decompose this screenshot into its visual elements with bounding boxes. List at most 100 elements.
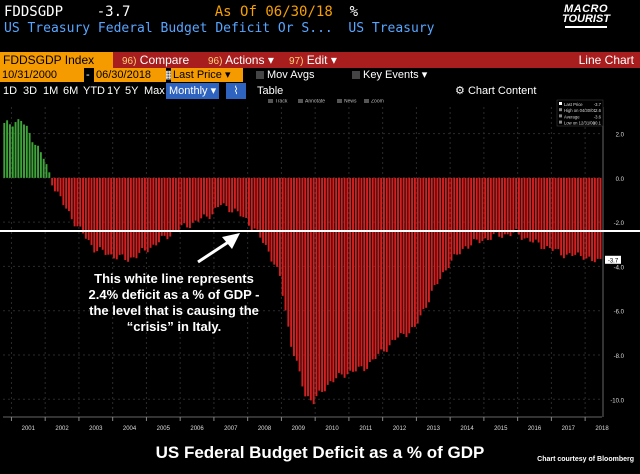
deficit-bar (96, 177, 99, 252)
stats-label: Average (564, 114, 580, 119)
key-events-checkbox[interactable] (352, 71, 360, 79)
edit-label: Edit (306, 53, 328, 67)
edit-button[interactable]: 97) Edit ▾ (289, 53, 337, 67)
deficit-bar (104, 177, 107, 255)
mini-legend-icon[interactable] (298, 99, 303, 103)
deficit-bar (141, 177, 144, 249)
x-tick-label: 2014 (460, 426, 474, 432)
deficit-bar (481, 177, 484, 241)
deficit-bar (115, 177, 118, 260)
calendar-icon[interactable]: ▦ (165, 68, 175, 82)
unit-label: % (349, 4, 359, 20)
deficit-bar (14, 122, 17, 178)
deficit-bar (132, 177, 135, 258)
table-button[interactable]: Table (257, 85, 284, 97)
mini-legend-label[interactable]: News (344, 99, 357, 105)
deficit-bar (278, 177, 281, 276)
mini-legend-label[interactable]: Track (275, 99, 288, 105)
deficit-bar (329, 177, 332, 382)
deficit-bar (352, 177, 354, 372)
y-tick-label: -4.0 (614, 265, 625, 271)
deficit-bar (245, 177, 248, 218)
security-input[interactable]: FDDSGDP Index (0, 52, 113, 68)
deficit-bar (287, 177, 290, 327)
deficit-bar (98, 177, 101, 248)
deficit-bar (467, 177, 470, 249)
deficit-bar (447, 177, 450, 268)
start-date-input[interactable]: 10/31/2000 (0, 68, 84, 82)
deficit-bar (377, 177, 380, 354)
period-ytd[interactable]: YTD (83, 85, 105, 97)
period-6m[interactable]: 6M (63, 85, 79, 97)
chart-content-label: Chart Content (467, 85, 537, 97)
deficit-bar (354, 177, 357, 372)
key-events-toggle[interactable]: Key Events ▾ (352, 68, 427, 82)
period-bar: 1D 3D 1M 6M YTD 1Y 5Y Max Monthly ▾ ⌇ Ta… (0, 83, 640, 99)
chart-toolbar-legend: Track Annotate News Zoom (268, 99, 384, 105)
x-tick-label: 2001 (22, 426, 36, 432)
mini-legend-icon[interactable] (337, 99, 342, 103)
stats-value: -10.1 (591, 121, 601, 126)
mini-legend-label[interactable]: Zoom (371, 99, 384, 105)
deficit-bar (515, 177, 518, 230)
deficit-bar (87, 177, 90, 241)
period-3d[interactable]: 3D (23, 85, 38, 97)
mov-avgs-checkbox[interactable] (256, 71, 264, 79)
x-tick-label: 2018 (595, 426, 609, 432)
mini-legend-icon[interactable] (268, 99, 273, 103)
deficit-bar (146, 177, 149, 253)
deficit-bar (205, 177, 208, 217)
date-dash: - (86, 69, 90, 81)
deficit-bar (326, 177, 329, 385)
deficit-bar (492, 177, 495, 235)
last-value-marker (605, 255, 621, 264)
frequency-select[interactable]: Monthly ▾ (166, 83, 220, 99)
deficit-bar (163, 177, 166, 236)
deficit-bar (338, 177, 340, 373)
deficit-bar (290, 177, 293, 347)
field-select[interactable]: Last Price ▾ (171, 68, 243, 82)
period-1m[interactable]: 1M (43, 85, 59, 97)
deficit-bar (517, 177, 520, 235)
deficit-bar (110, 177, 113, 255)
last-value-label: -3.7 (608, 258, 619, 264)
period-max[interactable]: Max (144, 85, 165, 97)
compare-button[interactable]: 96) Compare (122, 52, 189, 68)
actions-num: 96) (208, 56, 223, 67)
mini-legend-label[interactable]: Annotate (305, 99, 325, 105)
deficit-bar (335, 177, 338, 379)
function-toolbar: FDDSGDP Index 96) Compare 96) Actions ▾ … (0, 52, 640, 68)
mov-avgs-toggle[interactable]: Mov Avgs (256, 68, 315, 82)
line-chart-icon[interactable]: ⌇ (226, 83, 246, 99)
deficit-bar (309, 177, 312, 401)
deficit-bar (203, 177, 205, 215)
deficit-bar (593, 177, 596, 263)
deficit-bar (180, 177, 183, 226)
deficit-bar (118, 177, 121, 255)
deficit-bar (62, 177, 65, 206)
description-text: US Treasury Federal Budget Deficit Or S.… (4, 21, 333, 36)
deficit-bar (39, 152, 42, 178)
actions-button[interactable]: 96) Actions ▾ (208, 53, 274, 67)
deficit-bar (475, 177, 478, 240)
annotation-text: This white line represents 2.4% deficit … (88, 271, 260, 334)
end-date-input[interactable]: 06/30/2018 (94, 68, 166, 82)
chart-content-button[interactable]: ⚙ Chart Content (455, 83, 536, 99)
deficit-bar (560, 177, 563, 256)
period-1d[interactable]: 1D (3, 85, 18, 97)
as-of-label: As Of (214, 4, 257, 20)
mini-legend-icon[interactable] (364, 99, 369, 103)
deficit-bar (509, 177, 512, 237)
deficit-bar (31, 142, 34, 178)
deficit-bar (222, 177, 225, 204)
period-5y[interactable]: 5Y (125, 85, 139, 97)
deficit-bar (217, 177, 219, 208)
deficit-bar (368, 177, 371, 363)
deficit-bar (548, 177, 551, 249)
deficit-bar (357, 177, 360, 367)
period-1y[interactable]: 1Y (107, 85, 121, 97)
deficit-bar (45, 164, 48, 178)
x-tick-label: 2008 (258, 426, 272, 432)
chart-credit: Chart courtesy of Bloomberg (537, 456, 634, 463)
macro-tourist-logo: MACRO TOURIST (538, 3, 634, 37)
